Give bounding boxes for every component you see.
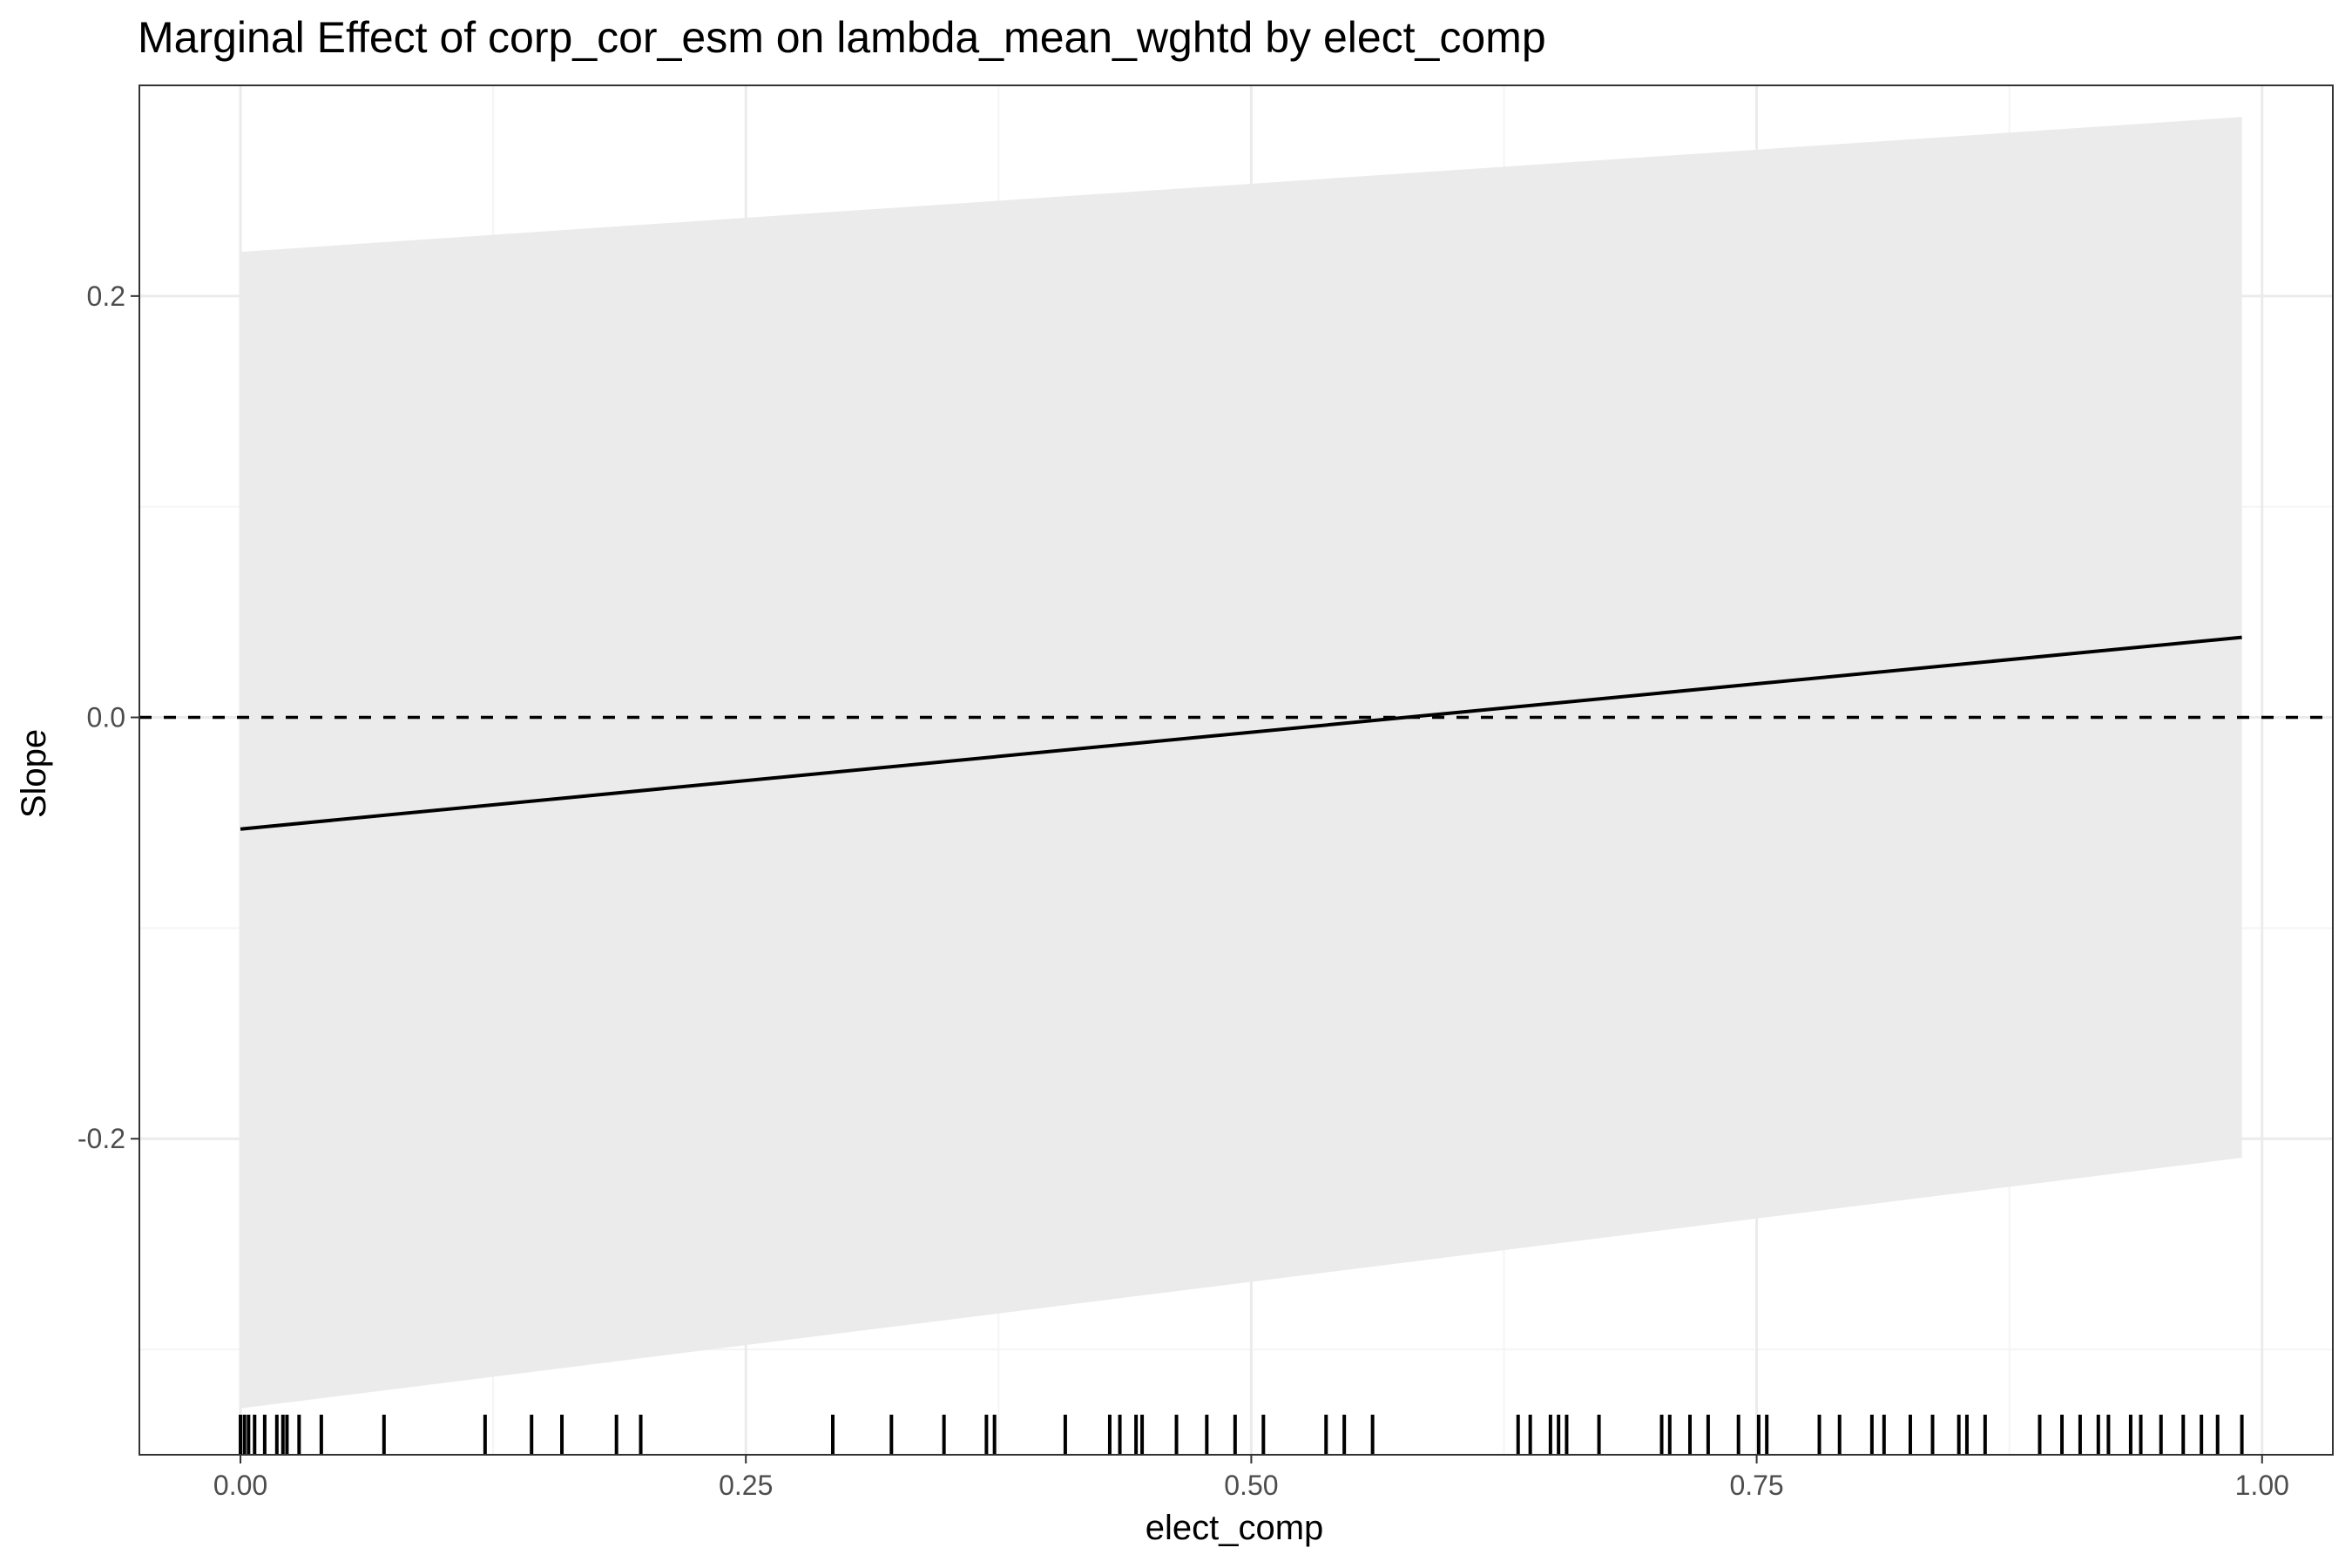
y-tick-label: 0.0: [87, 702, 125, 733]
panel-border: [139, 84, 2334, 1456]
x-tick-label: 0.25: [719, 1470, 773, 1501]
y-tick-label: 0.2: [87, 280, 125, 312]
confidence-ribbon: [240, 117, 2242, 1409]
x-tick-label: 0.00: [213, 1470, 267, 1501]
rug: [239, 1415, 2244, 1455]
x-tick-label: 0.75: [1729, 1470, 1783, 1501]
marginal-effect-line: [240, 635, 2242, 831]
y-axis-title: Slope: [15, 729, 53, 818]
x-tick-label: 0.50: [1224, 1470, 1278, 1501]
x-axis: 0.00 0.25 0.50 0.75 1.00: [213, 1455, 2289, 1501]
x-tick-label: 1.00: [2235, 1470, 2289, 1501]
x-axis-title: elect_comp: [1146, 1509, 1324, 1547]
y-tick-label: -0.2: [78, 1123, 125, 1154]
chart-title: Marginal Effect of corp_cor_esm on lambd…: [138, 13, 1546, 62]
y-axis: -0.2 0.0 0.2: [78, 280, 139, 1154]
